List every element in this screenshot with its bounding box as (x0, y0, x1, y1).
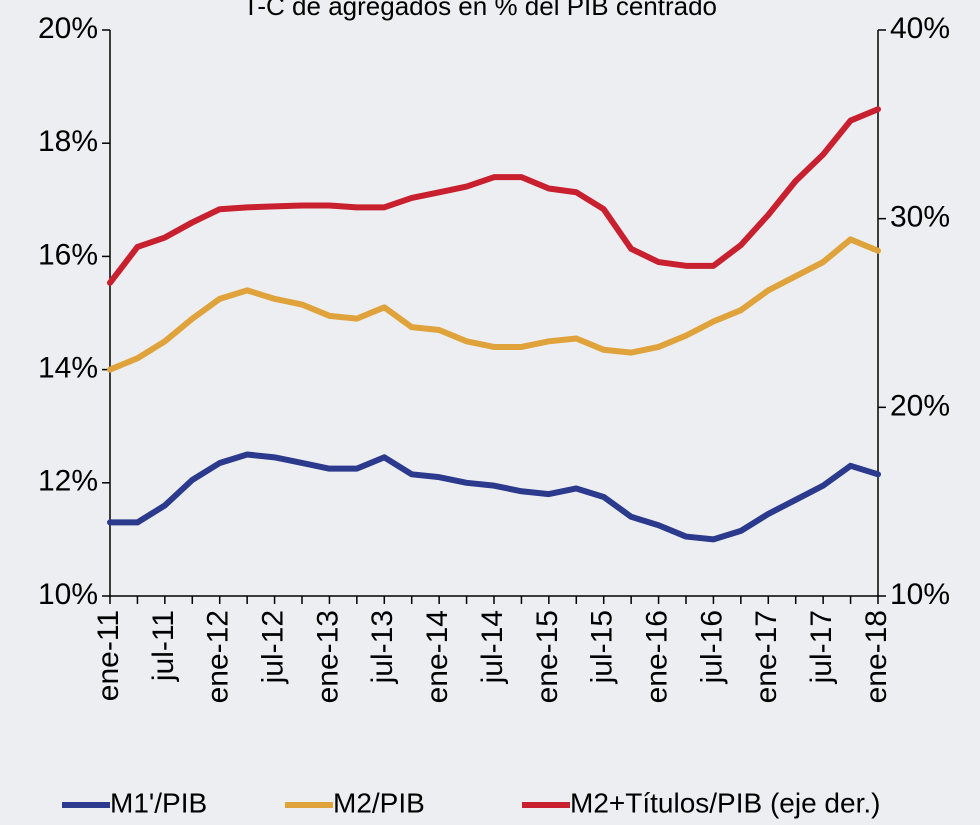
y-tick-label: 16% (38, 238, 98, 271)
x-tick-label: jul-13 (366, 610, 399, 684)
x-tick-label: ene-15 (531, 610, 564, 703)
y-tick-label: 14% (38, 352, 98, 385)
x-tick-label: jul-15 (586, 610, 619, 684)
x-tick-label: ene-18 (860, 610, 893, 703)
y-tick-label: 10% (38, 578, 98, 611)
x-tick-label: jul-12 (256, 610, 289, 684)
series-line (107, 106, 881, 286)
y2-tick-label: 10% (890, 578, 950, 611)
series-line (107, 236, 881, 373)
legend-label: M2/PIB (333, 787, 425, 818)
x-tick-label: ene-17 (750, 610, 783, 703)
x-tick-label: jul-14 (476, 610, 509, 684)
x-tick-label: jul-16 (695, 610, 728, 684)
x-tick-label: ene-12 (202, 610, 235, 703)
x-tick-label: jul-17 (805, 610, 838, 684)
y2-tick-label: 20% (890, 389, 950, 422)
x-tick-label: ene-16 (640, 610, 673, 703)
legend-label: M1'/PIB (110, 787, 207, 818)
x-tick-label: ene-11 (92, 610, 125, 701)
chart-title: T-C de agregados en % del PIB centrado (243, 0, 717, 21)
x-tick-label: ene-14 (421, 610, 454, 703)
series-line (107, 451, 881, 543)
y2-tick-label: 40% (890, 12, 950, 45)
y-tick-label: 18% (38, 125, 98, 158)
legend-label: M2+Títulos/PIB (eje der.) (570, 787, 880, 818)
x-tick-label: jul-11 (147, 610, 180, 682)
x-tick-label: ene-13 (311, 610, 344, 703)
y2-tick-label: 30% (890, 201, 950, 234)
y-tick-label: 12% (38, 465, 98, 498)
y-tick-label: 20% (38, 12, 98, 45)
